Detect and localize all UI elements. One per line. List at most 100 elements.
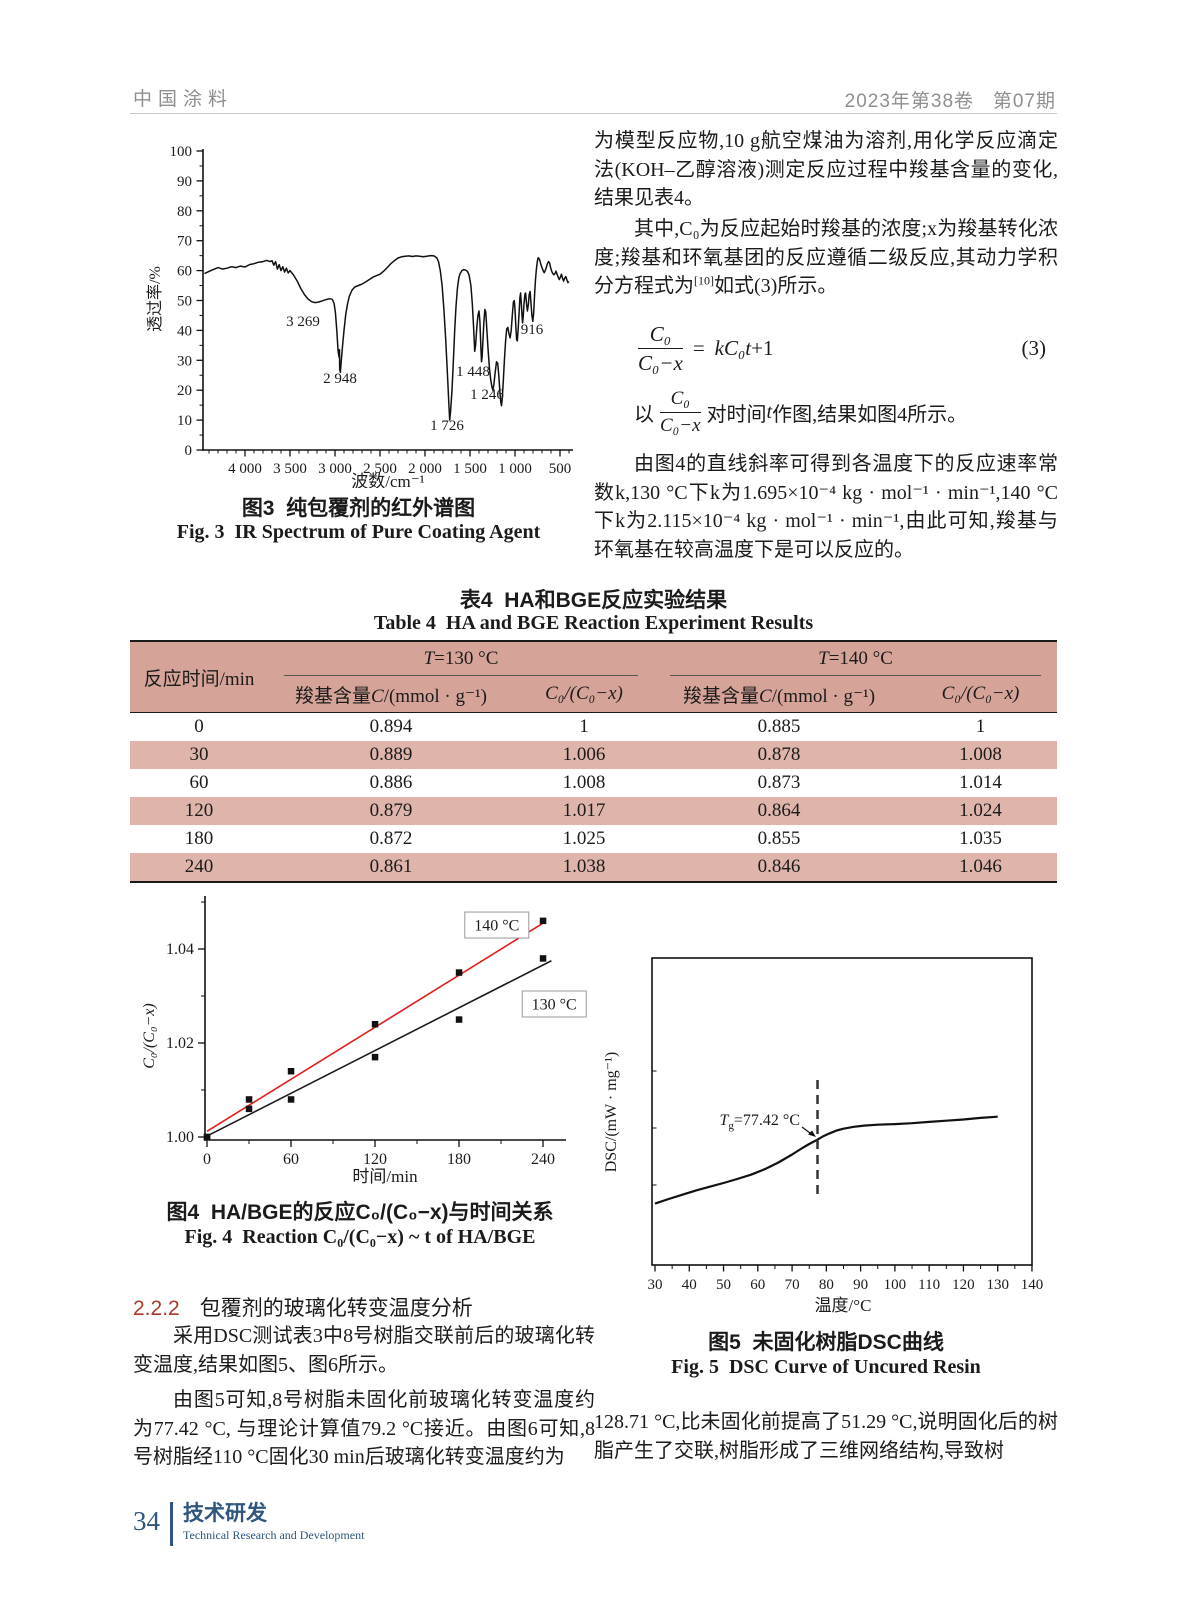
svg-text:50: 50: [177, 294, 192, 310]
col-header-t140: T=140 °C: [654, 641, 1057, 676]
svg-text:2 000: 2 000: [408, 461, 442, 477]
svg-text:4 000: 4 000: [228, 461, 262, 477]
svg-text:40: 40: [177, 323, 192, 339]
reference-10: [10]: [694, 273, 714, 288]
table-cell: 0.886: [369, 772, 413, 793]
table-cell: 1.008: [562, 772, 606, 793]
fig3-caption-cn: 图3 纯包覆剂的红外谱图: [241, 497, 476, 520]
page-footer: 34 技术研发 Technical Research and Developme…: [133, 1502, 364, 1546]
svg-text:130: 130: [986, 1277, 1009, 1293]
table-cell: 1.046: [959, 856, 1002, 877]
table-row: 240 0.861 1.038 0.846 1.046: [130, 853, 1058, 882]
p3-fraction-den: C₀−x: [660, 415, 701, 436]
header-divider: [130, 113, 1057, 114]
svg-text:1 246: 1 246: [470, 387, 504, 403]
svg-text:20: 20: [177, 383, 192, 399]
table-cell: 1.035: [959, 828, 1002, 849]
svg-text:90: 90: [853, 1277, 868, 1293]
table4: 反应时间/min T=130 °C T=140 °C 羧基含量C/(mmol ·…: [130, 640, 1058, 883]
col-header-carboxyl-140: 羧基含量C/(mmol · g⁻¹): [683, 685, 876, 707]
fig3-ir-spectrum-chart: 0 10 20 30 40 50 60 70 80 90 100 4 000 3 500 3 000 2 5…: [146, 144, 573, 488]
table-cell: 1.008: [959, 744, 1002, 765]
svg-text:120: 120: [363, 1151, 387, 1168]
issue-info: 2023年第38卷 第07期: [844, 91, 1056, 112]
table-row: 30 0.889 1.006 0.878 1.008: [130, 741, 1058, 769]
table4-header: 反应时间/min T=130 °C T=140 °C 羧基含量C/(mmol ·…: [130, 641, 1058, 713]
section-heading-222: 2.2.2 包覆剂的玻璃化转变温度分析: [133, 1292, 473, 1322]
svg-text:140: 140: [1021, 1277, 1044, 1293]
paragraph-plot-intro: 以 C₀ C₀−x 对时间 t 作图,结果如图4所示。: [594, 388, 1058, 437]
p3-tail: 作图,结果如图4所示。: [772, 404, 968, 426]
fig4-kinetics-chart: 1.00 1.02 1.04 0 60 120 180 240 140 °C 130 °C C₀/(…: [141, 896, 587, 1184]
fig4-caption-en: Fig. 4 Reaction C₀/(C₀−x) ~ t of HA/BGE: [184, 1226, 536, 1248]
paragraph-model-reactant: 为模型反应物,10 g航空煤油为溶剂,用化学反应滴定法(KOH–乙醇溶液)测定反…: [594, 130, 1058, 209]
col-header-time: 反应时间/min: [143, 668, 255, 690]
svg-text:2 948: 2 948: [323, 371, 357, 387]
col-header-carboxyl-130: 羧基含量C/(mmol · g⁻¹): [294, 685, 488, 707]
svg-text:1 448: 1 448: [456, 364, 490, 380]
col-header-ratio-130: C₀/(C₀−x): [545, 683, 623, 704]
svg-text:916: 916: [521, 322, 544, 338]
table-cell: 1.017: [562, 800, 606, 821]
table-cell: 180: [184, 828, 214, 849]
svg-text:40: 40: [682, 1277, 697, 1293]
table-cell: 1.038: [562, 856, 606, 877]
svg-text:30: 30: [648, 1277, 663, 1293]
fig3-caption-en: Fig. 3 IR Spectrum of Pure Coating Agent: [176, 521, 541, 543]
table4-title-cn: 表4 HA和BGE反应实验结果: [459, 589, 728, 612]
table-cell: 1: [975, 716, 986, 737]
paragraph-cured-tg: 128.71 °C,比未固化前提高了51.29 °C,说明固化后的树脂产生了交联…: [594, 1411, 1058, 1462]
table-cell: 0.878: [757, 744, 801, 765]
svg-text:3 000: 3 000: [318, 461, 352, 477]
svg-text:DSC/(mW · mg⁻¹): DSC/(mW · mg⁻¹): [603, 1052, 620, 1173]
equation-rhs-plain: +1: [751, 336, 774, 360]
paragraph-kinetics-tail: 如式(3)所示。: [714, 275, 838, 297]
svg-text:80: 80: [819, 1277, 834, 1293]
svg-text:1.00: 1.00: [166, 1129, 194, 1146]
svg-text:60: 60: [177, 264, 192, 280]
svg-text:80: 80: [177, 204, 192, 220]
fig5-dsc-chart: 30 40 50 60 70 80 90 100 110 120 130 140 Tg=77.42 °C…: [603, 957, 1044, 1315]
col-header-t130: T=130 °C: [268, 641, 654, 676]
table-row: 60 0.886 1.008 0.873 1.014: [130, 769, 1057, 797]
table-cell: 60: [189, 772, 209, 793]
svg-text:1 726: 1 726: [430, 418, 464, 434]
svg-text:180: 180: [447, 1151, 471, 1168]
svg-text:140 °C: 140 °C: [474, 918, 519, 935]
footer-section-cn: 技术研发: [183, 1502, 267, 1525]
table-cell: 0: [194, 716, 204, 737]
table-cell: 240: [184, 856, 214, 877]
svg-text:透过率/%: 透过率/%: [146, 266, 164, 332]
svg-text:500: 500: [549, 461, 572, 477]
table-cell: 0.864: [757, 800, 801, 821]
page-number: 34: [133, 1506, 160, 1536]
paragraph-kinetics: 其中,C₀为反应起始时羧基的浓度;x为羧基转化浓度;羧基和环氧基团的反应遵循二级…: [594, 215, 1058, 301]
p3-variable: t: [766, 401, 773, 423]
svg-text:温度/°C: 温度/°C: [815, 1296, 872, 1315]
journal-name: 中国涂料: [133, 89, 234, 110]
table4-body: 0 0.894 1 0.885 1 30 0.889 1.006 0.878 1.008 60 0.8…: [130, 713, 1058, 882]
svg-text:70: 70: [177, 234, 192, 250]
svg-text:30: 30: [177, 353, 192, 369]
table-cell: 1.024: [959, 800, 1002, 821]
paragraph-dsc-test: 采用DSC测试表3中8号树脂交联前后的玻璃化转变温度,结果如图5、图6所示。: [133, 1325, 595, 1376]
equation-3: C₀ C₀−x = kC₀t +1 (3): [594, 322, 1058, 375]
svg-text:90: 90: [177, 174, 192, 190]
svg-text:Tg=77.42 °C: Tg=77.42 °C: [720, 1112, 801, 1132]
fig5-caption-cn: 图5 未固化树脂DSC曲线: [708, 1331, 944, 1354]
p3-lead: 以: [634, 404, 654, 426]
table-cell: 30: [189, 744, 209, 765]
svg-text:3 500: 3 500: [273, 461, 307, 477]
table-cell: 0.846: [757, 856, 801, 877]
table-cell: 0.872: [369, 828, 413, 849]
table-cell: 1: [579, 716, 589, 737]
svg-text:60: 60: [283, 1151, 299, 1168]
table-cell: 0.855: [757, 828, 801, 849]
equation-rhs: kC₀t: [714, 336, 752, 360]
svg-text:130 °C: 130 °C: [532, 996, 577, 1013]
svg-text:100: 100: [170, 144, 193, 160]
table4-title-en: Table 4 HA and BGE Reaction Experiment R…: [373, 612, 814, 634]
svg-text:2 500: 2 500: [363, 461, 397, 477]
table-row: 180 0.872 1.025 0.855 1.035: [130, 825, 1057, 853]
